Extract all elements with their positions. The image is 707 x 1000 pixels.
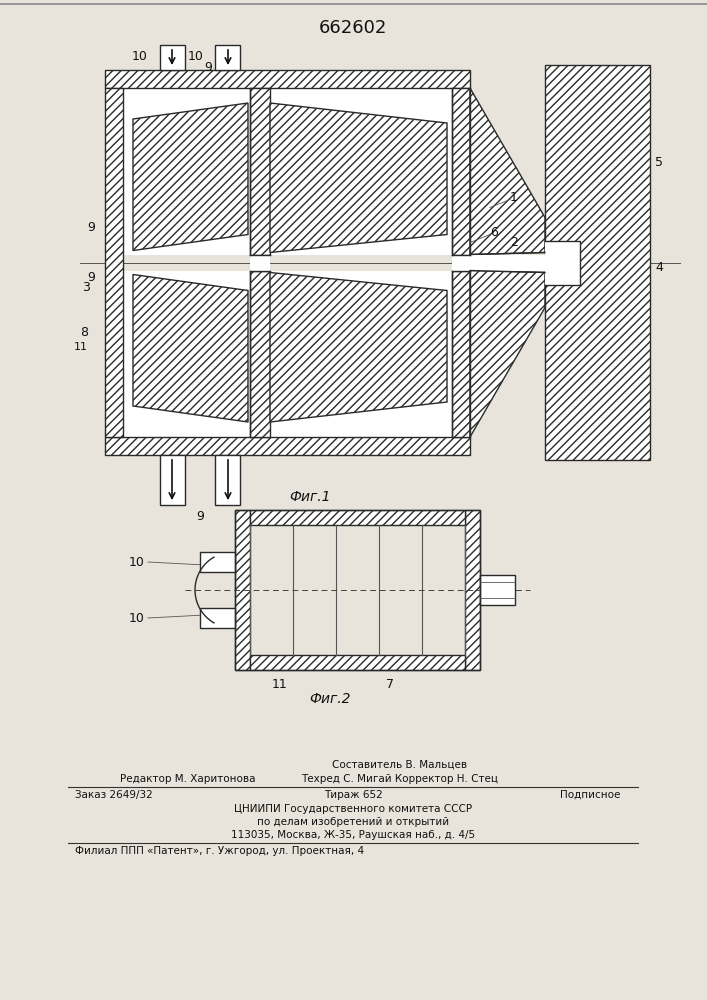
Text: 5: 5 bbox=[655, 156, 663, 169]
Bar bbox=[270, 270, 452, 437]
Text: Подписное: Подписное bbox=[560, 790, 620, 800]
Bar bbox=[250, 655, 465, 670]
Bar bbox=[105, 88, 123, 437]
Bar bbox=[215, 455, 240, 505]
Bar bbox=[235, 510, 480, 670]
Bar bbox=[160, 455, 185, 505]
Text: ЦНИИПИ Государственного комитета СССР: ЦНИИПИ Государственного комитета СССР bbox=[234, 804, 472, 814]
Bar bbox=[250, 254, 270, 270]
Text: Заказ 2649/32: Заказ 2649/32 bbox=[75, 790, 153, 800]
Bar bbox=[160, 45, 185, 70]
Bar bbox=[105, 437, 470, 455]
Bar bbox=[545, 240, 580, 284]
Text: 662602: 662602 bbox=[319, 19, 387, 37]
Polygon shape bbox=[133, 103, 248, 250]
Bar bbox=[470, 254, 545, 270]
Bar bbox=[250, 510, 465, 525]
Bar bbox=[105, 70, 470, 88]
Text: 10: 10 bbox=[129, 611, 145, 624]
Bar bbox=[465, 510, 480, 670]
Bar bbox=[250, 88, 270, 254]
Text: Фиг.1: Фиг.1 bbox=[289, 490, 331, 504]
Text: 10: 10 bbox=[129, 556, 145, 568]
Text: Фиг.2: Фиг.2 bbox=[309, 692, 351, 706]
Text: 9: 9 bbox=[87, 221, 95, 234]
Bar bbox=[270, 88, 452, 254]
Text: Редактор М. Харитонова: Редактор М. Харитонова bbox=[120, 774, 255, 784]
Text: 6: 6 bbox=[490, 226, 498, 239]
Text: 9: 9 bbox=[204, 61, 212, 74]
Bar bbox=[235, 510, 250, 670]
Bar bbox=[123, 88, 250, 254]
Bar bbox=[452, 254, 475, 270]
Text: 8: 8 bbox=[80, 326, 88, 339]
Text: Техред С. Мигай Корректор Н. Стец: Техред С. Мигай Корректор Н. Стец bbox=[301, 774, 498, 784]
Bar bbox=[200, 608, 235, 628]
Text: Тираж 652: Тираж 652 bbox=[324, 790, 382, 800]
Text: 2: 2 bbox=[510, 236, 518, 249]
Text: 1: 1 bbox=[510, 191, 518, 204]
Text: 9: 9 bbox=[87, 271, 95, 284]
Text: Составитель В. Мальцев: Составитель В. Мальцев bbox=[332, 760, 467, 770]
Polygon shape bbox=[270, 272, 447, 422]
Bar bbox=[123, 270, 250, 437]
Polygon shape bbox=[470, 88, 545, 254]
Bar bbox=[250, 270, 270, 437]
Bar bbox=[452, 88, 470, 254]
Text: 9: 9 bbox=[245, 510, 253, 523]
Text: 11: 11 bbox=[74, 342, 88, 353]
Text: 4: 4 bbox=[655, 261, 663, 274]
Text: 7: 7 bbox=[430, 316, 438, 329]
Text: 3: 3 bbox=[82, 281, 90, 294]
Polygon shape bbox=[133, 274, 248, 422]
Bar bbox=[480, 575, 515, 605]
Text: 10: 10 bbox=[132, 50, 148, 63]
Text: 113035, Москва, Ж-35, Раушская наб., д. 4/5: 113035, Москва, Ж-35, Раушская наб., д. … bbox=[231, 830, 475, 840]
Polygon shape bbox=[470, 270, 545, 437]
Text: по делам изобретений и открытий: по делам изобретений и открытий bbox=[257, 817, 449, 827]
Text: 10: 10 bbox=[188, 50, 204, 63]
Bar bbox=[200, 552, 235, 572]
Text: 9: 9 bbox=[196, 510, 204, 523]
Bar bbox=[452, 270, 470, 437]
Polygon shape bbox=[270, 103, 447, 252]
Bar bbox=[215, 45, 240, 70]
Text: Филиал ППП «Патент», г. Ужгород, ул. Проектная, 4: Филиал ППП «Патент», г. Ужгород, ул. Про… bbox=[75, 846, 364, 856]
Text: 7: 7 bbox=[386, 678, 394, 691]
Text: 11: 11 bbox=[272, 678, 288, 691]
Bar bbox=[545, 65, 650, 460]
